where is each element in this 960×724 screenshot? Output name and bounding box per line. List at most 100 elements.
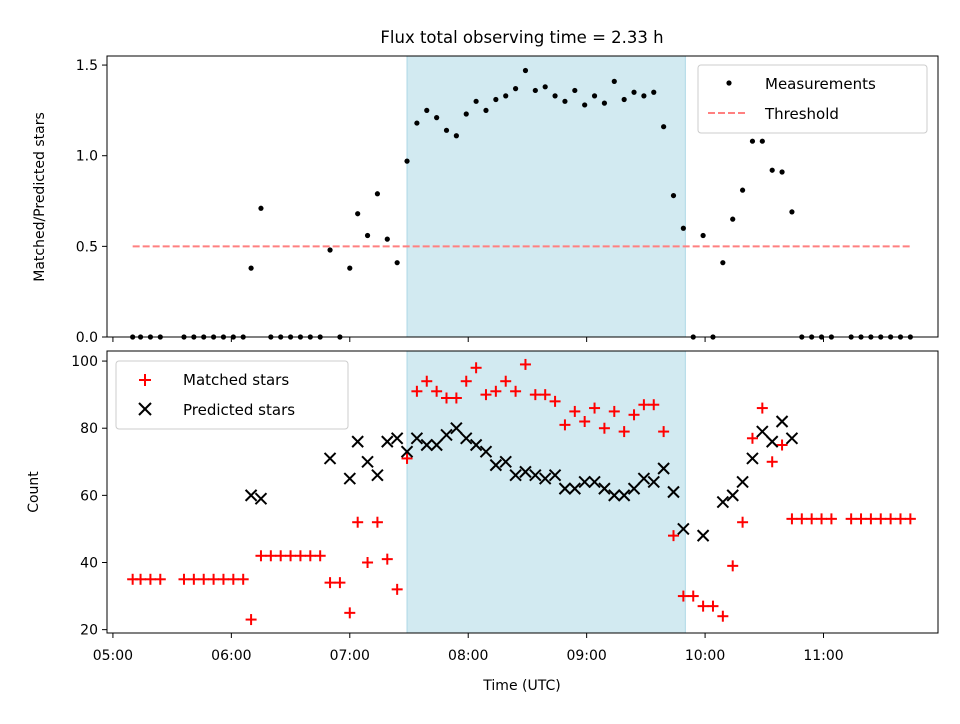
matched-star-marker xyxy=(500,375,512,387)
predicted-star-marker xyxy=(499,455,512,468)
predicted-marker-b xyxy=(756,425,769,438)
predicted-star-marker xyxy=(400,445,414,458)
measurement-point xyxy=(483,107,489,113)
matched-star-marker xyxy=(865,513,877,525)
matched-star-marker xyxy=(450,392,462,404)
x-axis-label: Time (UTC) xyxy=(482,678,560,694)
measurement-point xyxy=(601,100,608,106)
measurement-point xyxy=(720,260,726,266)
top-observing-window-shade xyxy=(406,55,686,338)
matched-star-marker xyxy=(227,573,239,585)
legend-threshold-label: Threshold xyxy=(764,105,839,123)
predicted-star-marker xyxy=(765,435,779,448)
measurement-point xyxy=(591,93,598,99)
predicted-star-marker xyxy=(617,489,631,502)
predicted-marker-b xyxy=(696,529,710,542)
matched-star-marker xyxy=(441,392,453,404)
measurement-point xyxy=(680,225,686,231)
predicted-marker-b xyxy=(479,445,493,458)
predicted-marker-b xyxy=(765,435,779,448)
bottom-plot-frame xyxy=(106,350,939,634)
chart-title: Flux total observing time = 2.33 h xyxy=(380,28,663,47)
measurement-point xyxy=(374,191,381,197)
matched-star-marker xyxy=(579,416,591,427)
legend-measurements-marker xyxy=(726,80,732,86)
matched-star-marker xyxy=(245,614,257,626)
predicted-marker-b xyxy=(608,489,621,502)
predicted-marker-b xyxy=(529,469,542,482)
predicted-marker-b xyxy=(323,452,337,465)
predicted-star-marker xyxy=(608,489,621,502)
matched-star-marker xyxy=(746,432,758,444)
matched-star-marker xyxy=(816,513,828,525)
predicted-marker-b xyxy=(450,422,463,435)
matched-star-marker xyxy=(855,513,867,525)
predicted-star-marker xyxy=(647,475,660,489)
matched-star-marker xyxy=(658,426,670,438)
top-y-axis-label: Matched/Predicted stars xyxy=(32,112,48,282)
y-tick-label: 40 xyxy=(80,556,98,572)
predicted-star-marker xyxy=(254,492,268,505)
predicted-star-marker xyxy=(420,438,433,452)
predicted-star-marker xyxy=(588,475,601,489)
matched-star-marker xyxy=(381,553,393,565)
measurement-point xyxy=(258,205,264,211)
predicted-star-marker xyxy=(371,469,384,482)
bottom-y-axis-label: Count xyxy=(26,471,42,513)
matched-star-marker xyxy=(589,402,601,414)
matched-star-marker xyxy=(628,409,640,421)
measurement-point xyxy=(503,93,509,99)
predicted-marker-b xyxy=(420,438,433,452)
y-tick-label: 20 xyxy=(80,623,98,639)
predicted-star-marker xyxy=(410,432,424,445)
matched-star-marker xyxy=(334,577,346,589)
matched-star-marker xyxy=(217,573,229,585)
predicted-marker-b xyxy=(598,482,611,495)
top-x-ticks xyxy=(112,337,825,342)
x-tick-label: 10:00 xyxy=(685,648,725,664)
predicted-star-marker xyxy=(390,432,404,445)
predicted-star-marker xyxy=(440,428,453,442)
matched-star-marker xyxy=(668,530,680,542)
matched-star-marker xyxy=(154,573,166,585)
predicted-marker-b xyxy=(736,475,749,489)
matched-star-marker xyxy=(178,573,190,585)
predicted-star-marker xyxy=(430,438,443,452)
measurement-point xyxy=(404,158,410,164)
measurement-point xyxy=(414,120,420,126)
measurement-point xyxy=(424,107,430,113)
matched-star-marker xyxy=(265,550,277,562)
bottom-y-axis: 20 40 60 80 100 xyxy=(71,354,107,639)
predicted-marker-b xyxy=(343,472,356,485)
matched-star-marker xyxy=(285,550,297,562)
top-plot-frame xyxy=(106,55,939,338)
measurement-point xyxy=(661,124,667,130)
matched-star-marker xyxy=(885,513,897,525)
top-legend: Measurements Threshold xyxy=(697,64,928,134)
bottom-x-axis: 05:00 06:00 07:00 08:00 09:00 10:00 11:00 xyxy=(93,633,844,664)
predicted-star-marker xyxy=(479,445,493,458)
measurement-point xyxy=(542,84,548,90)
top-y-axis: 0.0 0.5 1.0 1.5 xyxy=(76,58,107,346)
measurement-point xyxy=(443,127,450,133)
matched-star-marker xyxy=(411,385,423,397)
predicted-marker-b xyxy=(716,495,730,509)
matched-star-marker xyxy=(845,513,857,525)
matched-star-marker xyxy=(796,513,808,525)
matched-stars-layer xyxy=(127,358,916,626)
matched-star-marker xyxy=(304,550,316,562)
predicted-star-marker xyxy=(343,472,356,485)
predicted-marker-b xyxy=(647,475,660,489)
predicted-star-marker xyxy=(323,452,337,465)
matched-star-marker xyxy=(135,573,147,585)
measurement-point xyxy=(384,236,390,242)
predicted-star-marker xyxy=(509,469,522,482)
measurement-point xyxy=(364,232,371,239)
predicted-marker-b xyxy=(558,482,572,495)
measurement-point xyxy=(621,96,627,103)
measurement-point xyxy=(473,98,479,104)
predicted-star-marker xyxy=(736,475,749,489)
predicted-star-marker xyxy=(460,432,473,445)
bottom-legend: Matched stars Predicted stars xyxy=(115,360,349,430)
